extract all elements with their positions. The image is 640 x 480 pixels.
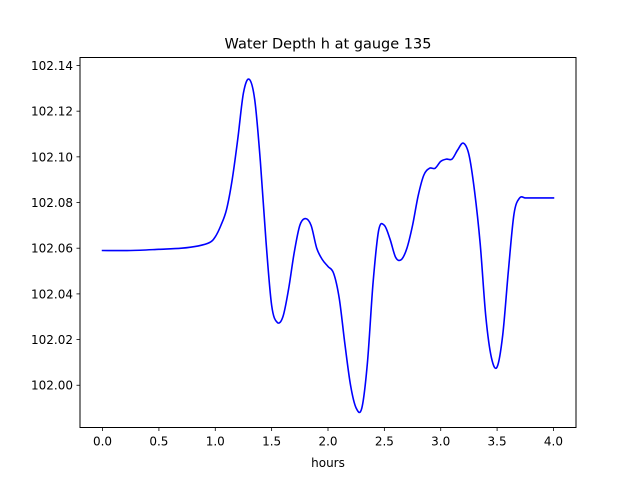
plot-frame bbox=[79, 57, 577, 428]
y-tick-label: 102.10 bbox=[31, 150, 73, 164]
y-tick-label: 102.04 bbox=[31, 287, 73, 301]
x-tick-label: 0.5 bbox=[149, 435, 168, 449]
x-tick-label: 1.0 bbox=[206, 435, 225, 449]
x-tick-label: 0.0 bbox=[93, 435, 112, 449]
y-tick-label: 102.08 bbox=[31, 196, 73, 210]
x-tick-label: 3.0 bbox=[431, 435, 450, 449]
x-axis-label: hours bbox=[311, 456, 345, 470]
plot-area bbox=[101, 78, 555, 414]
x-axis: 0.0 0.5 1.0 1.5 2.0 2.5 3.0 3.5 4.0 bbox=[93, 427, 563, 449]
x-tick-label: 2.5 bbox=[375, 435, 394, 449]
y-tick-label: 102.12 bbox=[31, 105, 73, 119]
y-tick-label: 102.14 bbox=[31, 59, 73, 73]
y-tick-label: 102.02 bbox=[31, 333, 73, 347]
chart-title: Water Depth h at gauge 135 bbox=[225, 37, 432, 53]
x-tick-label: 3.5 bbox=[488, 435, 507, 449]
series-line bbox=[101, 78, 555, 414]
x-tick-label: 4.0 bbox=[544, 435, 563, 449]
y-tick-label: 102.00 bbox=[31, 379, 73, 393]
y-tick-label: 102.06 bbox=[31, 242, 73, 256]
x-tick-label: 1.5 bbox=[262, 435, 281, 449]
y-axis: 102.00 102.02 102.04 102.06 102.08 102.10 102.… bbox=[31, 59, 80, 393]
x-tick-label: 2.0 bbox=[318, 435, 337, 449]
